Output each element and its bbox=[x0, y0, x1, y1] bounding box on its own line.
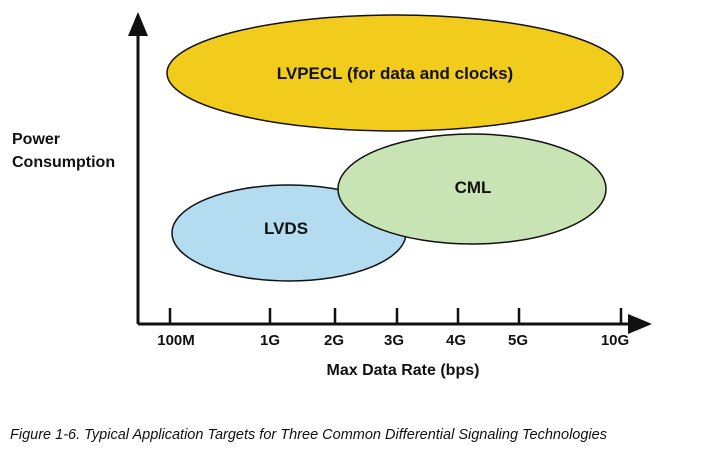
tick-label-2g: 2G bbox=[324, 332, 344, 349]
tick-label-100m: 100M bbox=[157, 332, 195, 349]
lvpecl-label: LVPECL (for data and clocks) bbox=[277, 64, 513, 83]
lvds-label: LVDS bbox=[264, 219, 308, 238]
lvpecl-region bbox=[166, 14, 624, 132]
x-axis-arrow-icon bbox=[628, 314, 652, 334]
y-axis-arrow-icon bbox=[128, 12, 148, 36]
tick-label-4g: 4G bbox=[446, 332, 466, 349]
y-axis-title-line1: Power bbox=[12, 131, 60, 148]
x-axis-title: Max Data Rate (bps) bbox=[327, 362, 480, 379]
cml-label: CML bbox=[455, 178, 492, 197]
tick-label-1g: 1G bbox=[260, 332, 280, 349]
tick-label-3g: 3G bbox=[384, 332, 404, 349]
y-axis-title-line2: Consumption bbox=[12, 154, 115, 171]
tick-label-5g: 5G bbox=[508, 332, 528, 349]
x-ticks bbox=[168, 308, 623, 324]
figure-caption: Figure 1-6. Typical Application Targets … bbox=[10, 427, 607, 443]
tick-label-10g: 10G bbox=[601, 332, 629, 349]
cml-region bbox=[337, 133, 607, 245]
